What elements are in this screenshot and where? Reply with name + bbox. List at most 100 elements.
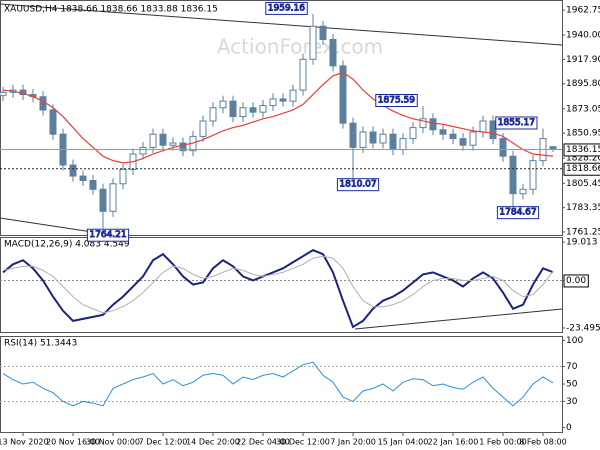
- candle-body: [529, 160, 537, 190]
- candle-body: [239, 107, 247, 118]
- candle-body: [349, 122, 357, 148]
- candle-body: [289, 89, 297, 102]
- candle-body: [389, 133, 397, 151]
- extreme-label-box: [336, 178, 380, 192]
- watermark: ActionForex.com: [217, 35, 383, 59]
- y-tick-label: 1850.95: [566, 129, 600, 139]
- x-tick-label: 20 Nov 16:00: [46, 438, 100, 447]
- x-tick-label: 7 Jan 20:00: [330, 438, 376, 447]
- extreme-label: 1784.67: [499, 208, 536, 218]
- candle-body: [49, 109, 57, 135]
- candle-body: [199, 120, 207, 137]
- y-tick-label: 19.013: [566, 238, 598, 248]
- candle-body: [519, 188, 527, 195]
- candle-body: [419, 118, 427, 129]
- candle-body: [299, 58, 307, 91]
- candle-body: [499, 138, 507, 157]
- indicator-line: [2, 255, 554, 314]
- extreme-label-box: [375, 93, 418, 107]
- candle-body: [399, 138, 407, 151]
- indicator-line: [2, 361, 554, 407]
- x-tick-label: 13 Nov 2020: [0, 438, 49, 447]
- extreme-label: 1810.07: [339, 180, 376, 190]
- current-price-label-box: [563, 143, 600, 157]
- candle-body: [319, 25, 327, 40]
- candle-body: [149, 133, 157, 148]
- candle-body: [89, 179, 97, 190]
- candle-body: [99, 188, 107, 212]
- candle-body: [79, 175, 87, 181]
- y-tick-label: 1917.90: [566, 55, 600, 65]
- y-tick-label: 100: [566, 336, 583, 346]
- candle-body: [409, 127, 417, 140]
- x-tick-label: 22 Dec 04:00: [236, 438, 290, 447]
- y-tick-label: 1873.05: [566, 104, 600, 114]
- current-price-label: 1836.15: [566, 145, 600, 155]
- candle-body: [469, 131, 477, 146]
- trendline: [0, 3, 563, 46]
- extreme-label-box: [86, 228, 130, 242]
- extreme-label-box: [495, 116, 538, 130]
- candle-body: [439, 129, 447, 135]
- x-tick-label: 14 Dec 20:00: [186, 438, 240, 447]
- y-tick-label: 0.00: [566, 276, 586, 286]
- x-tick-label: 30 Nov 00:00: [86, 438, 140, 447]
- candle-body: [309, 25, 317, 60]
- candle-body: [109, 183, 117, 212]
- candle-body: [179, 142, 187, 152]
- x-tick-label: 15 Jan 04:00: [378, 438, 429, 447]
- extreme-label: 1764.21: [89, 230, 126, 240]
- candle-body: [159, 133, 167, 146]
- rsi-title: RSI(14) 51.3443: [4, 339, 77, 349]
- candle-body: [479, 120, 487, 133]
- candle-body: [489, 120, 497, 140]
- candle-body: [269, 98, 277, 107]
- indicator-line: [2, 249, 554, 329]
- candle-body: [259, 105, 267, 113]
- trendline: [354, 308, 563, 330]
- candle-body: [169, 142, 177, 146]
- x-tick-label: 7 Dec 12:00: [139, 438, 188, 447]
- y-tick-label: 1761.25: [566, 227, 600, 237]
- candle-body: [459, 138, 467, 146]
- x-tick-label: 30 Dec 12:00: [276, 438, 330, 447]
- rsi-panel: [0, 336, 563, 433]
- price-panel: [0, 0, 563, 236]
- price-title: XAUUSD,H4 1838.66 1838.66 1833.88 1836.1…: [4, 5, 218, 15]
- candle-body: [339, 65, 347, 124]
- candle-body: [509, 155, 517, 195]
- x-tick-label: 8 Feb 08:00: [519, 438, 566, 447]
- candle-body: [219, 100, 227, 109]
- y-tick-label: 1783.35: [566, 203, 600, 213]
- y-tick-label-box: [563, 274, 589, 288]
- candle-body: [449, 133, 457, 140]
- candle-body: [359, 131, 367, 148]
- candle-body: [229, 100, 237, 118]
- y-tick-label: 1962.75: [566, 5, 600, 15]
- candle-body: [379, 133, 387, 144]
- candle-body: [429, 118, 437, 131]
- x-tick-label: 22 Jan 16:00: [428, 438, 479, 447]
- extreme-label: 1959.16: [268, 3, 305, 13]
- candle-body: [329, 38, 337, 67]
- y-tick-label: 50: [566, 380, 578, 390]
- extreme-label-box: [265, 1, 308, 15]
- y-tick-label: 1805.45: [566, 179, 600, 189]
- extreme-label-box: [496, 206, 540, 220]
- candle-body: [39, 96, 47, 111]
- candle-body: [139, 146, 147, 155]
- macd-panel: [0, 237, 563, 333]
- y-tick-label: 1895.80: [566, 79, 600, 89]
- level-label-box: [563, 162, 600, 176]
- y-tick-label: 0: [566, 423, 572, 433]
- macd-title: MACD(12,26,9) 4.083 4.549: [4, 240, 130, 250]
- candle-body: [0, 91, 7, 97]
- candle-body: [69, 164, 77, 177]
- y-tick-label: 30: [566, 397, 578, 407]
- candle-body: [119, 168, 127, 185]
- candle-body: [369, 131, 377, 144]
- level-label: 1818.66: [566, 164, 600, 174]
- y-tick-label: 1940.00: [566, 31, 600, 41]
- extreme-label: 1855.17: [498, 118, 535, 128]
